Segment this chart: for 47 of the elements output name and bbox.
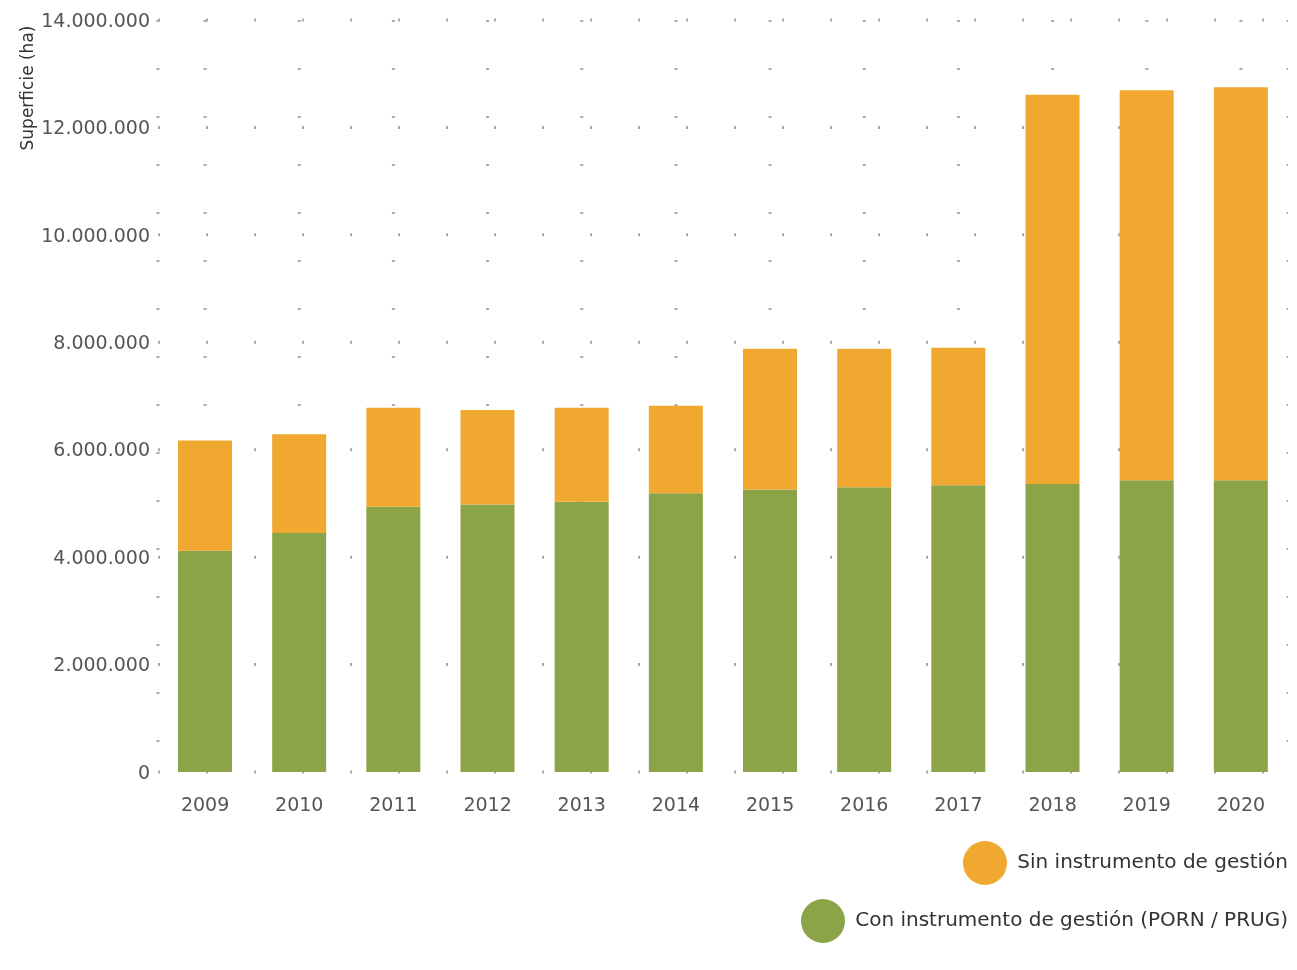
x-tick-label: 2020 <box>1216 793 1266 816</box>
bar <box>460 409 515 505</box>
legend-label: Sin instrumento de gestión <box>1017 849 1288 873</box>
bar <box>1213 87 1268 481</box>
bar <box>178 440 232 551</box>
x-tick-label: 2009 <box>180 793 230 816</box>
bar <box>837 348 892 488</box>
y-tick-label: 10.000.000 <box>41 223 150 246</box>
bar <box>931 485 986 772</box>
bar <box>931 347 986 486</box>
bar <box>648 493 703 772</box>
bar <box>1119 90 1174 481</box>
bar <box>272 532 327 772</box>
bar <box>366 407 421 507</box>
x-tick-label: 2019 <box>1122 793 1171 816</box>
x-tick-label: 2010 <box>275 793 324 816</box>
bar <box>554 407 609 502</box>
x-tick-label: 2016 <box>840 793 889 816</box>
y-tick-label: 6.000.000 <box>53 438 150 461</box>
x-tick-label: 2011 <box>369 793 418 816</box>
x-tick-label: 2015 <box>745 793 795 816</box>
bar <box>460 504 515 772</box>
y-tick-label: 4.000.000 <box>53 545 150 568</box>
bar <box>272 434 327 533</box>
bar <box>1119 480 1174 772</box>
bar <box>743 348 797 490</box>
x-tick-label: 2013 <box>557 793 606 816</box>
bar <box>743 489 797 772</box>
y-tick-label: 14.000.000 <box>41 8 150 31</box>
bar <box>178 550 232 772</box>
x-tick-label: 2017 <box>934 793 983 816</box>
bar <box>366 506 421 772</box>
bar <box>837 487 892 772</box>
x-tick-label: 2014 <box>651 793 701 816</box>
y-axis-title: Superficie (ha) <box>17 24 37 153</box>
bar <box>1025 484 1080 772</box>
legend-label: Con instrumento de gestión (PORN / PRUG) <box>855 907 1288 931</box>
y-tick-label: 12.000.000 <box>41 116 150 139</box>
y-tick-label: 2.000.000 <box>53 653 150 676</box>
bar <box>554 501 609 772</box>
y-tick-label: 8.000.000 <box>53 331 150 354</box>
bar <box>648 405 703 494</box>
x-tick-label: 2018 <box>1028 793 1077 816</box>
bar <box>1025 94 1080 485</box>
bar <box>1213 480 1268 772</box>
x-tick-label: 2012 <box>463 793 512 816</box>
y-tick-label: 0 <box>137 760 150 783</box>
